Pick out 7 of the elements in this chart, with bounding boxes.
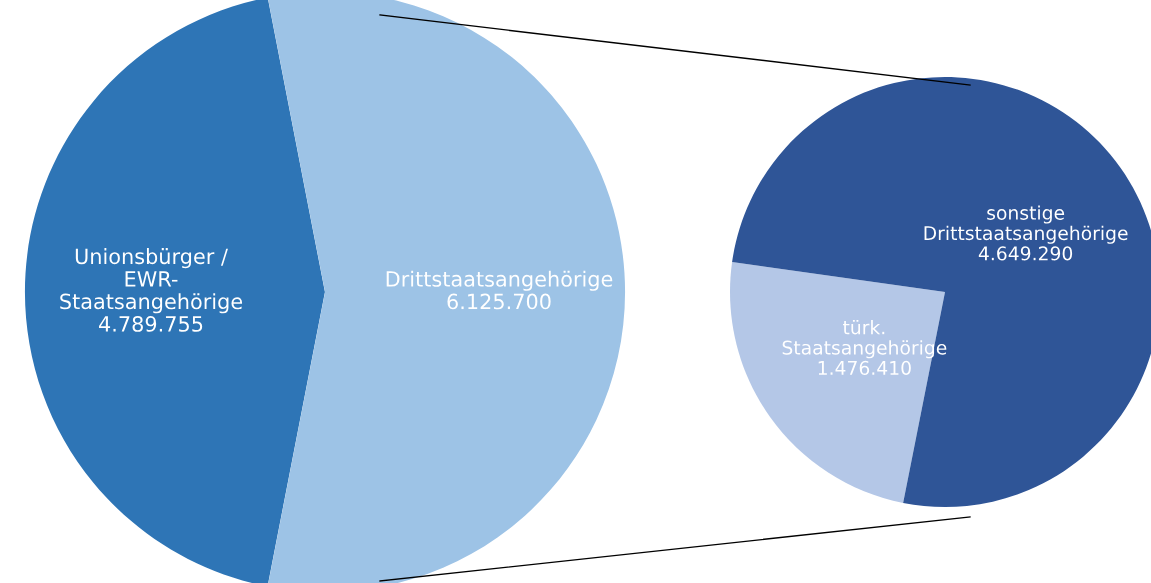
data-label: 4.649.290 (978, 246, 1073, 261)
data-label: 4.789.755 (99, 316, 203, 332)
slice-label: sonstige Drittstaatsangehörige (924, 205, 1128, 244)
slice-label: Unionsbürger / EWR- Staatsangehörige (60, 248, 243, 314)
data-label: 1.476.410 (818, 360, 911, 375)
slice-label: Drittstaatsangehörige (386, 270, 613, 291)
data-label: 6.125.700 (447, 293, 551, 310)
